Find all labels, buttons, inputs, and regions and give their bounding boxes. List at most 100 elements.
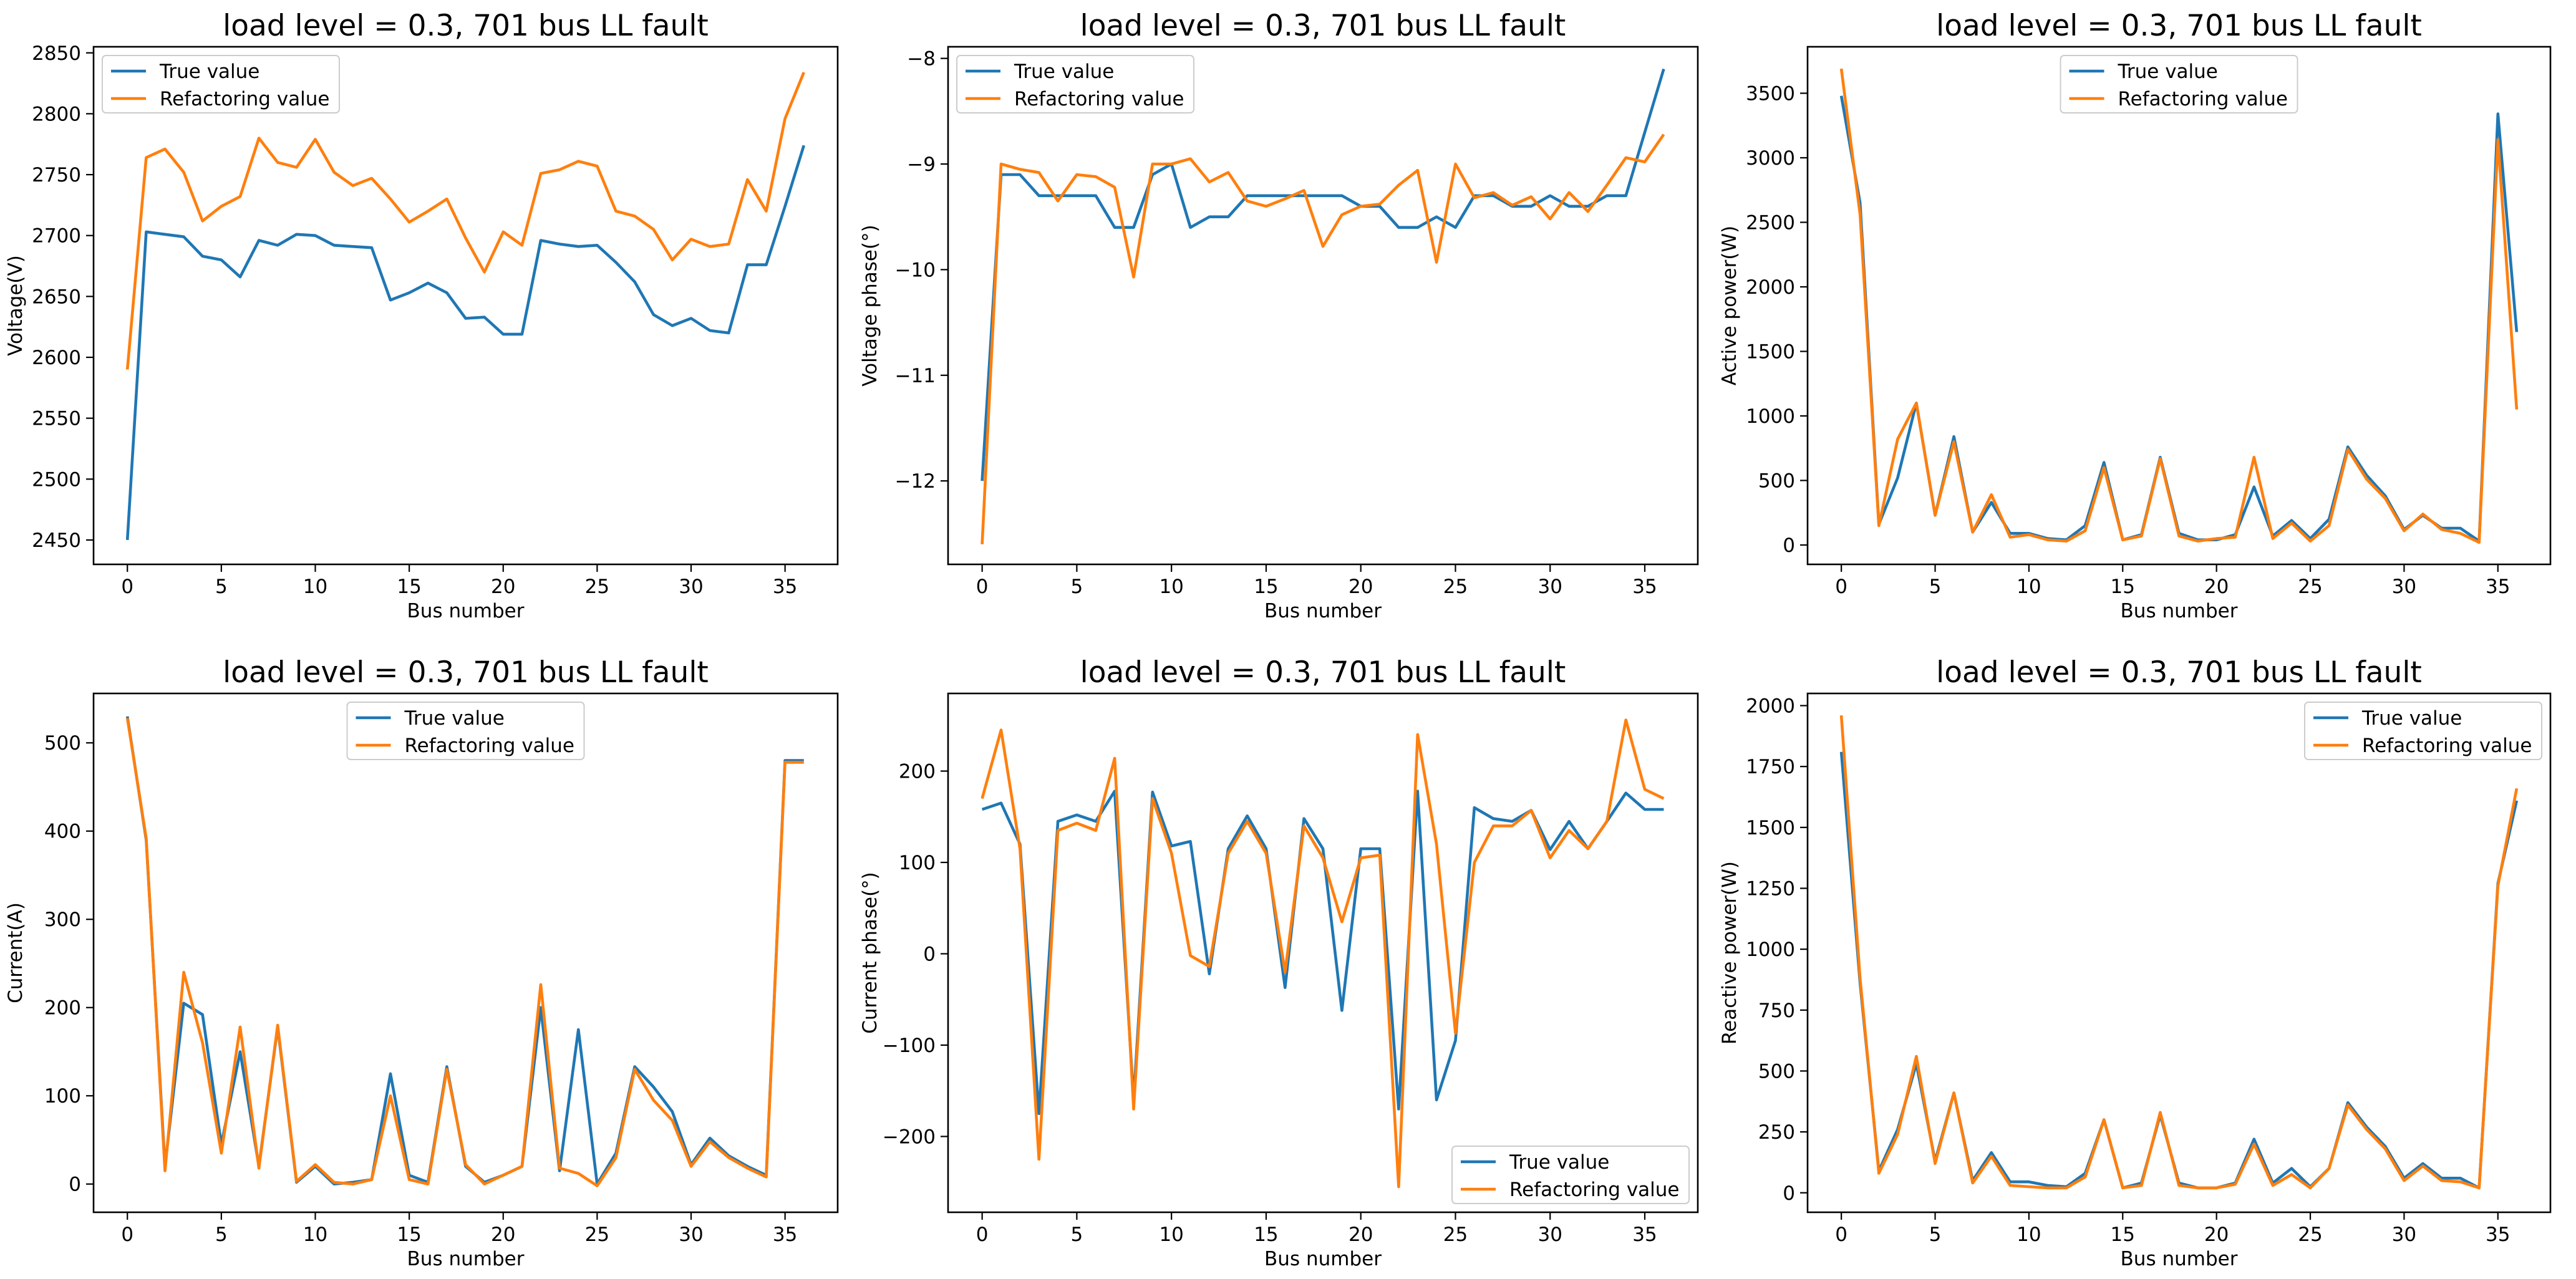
x-tick-label: 5 <box>1929 576 1942 598</box>
x-axis-label: Bus number <box>1264 1248 1382 1270</box>
x-tick-label: 20 <box>491 1223 515 1246</box>
y-tick-label: 750 <box>1758 1000 1795 1022</box>
x-tick-label: 35 <box>1632 1223 1657 1246</box>
x-tick-label: 35 <box>2486 1223 2510 1246</box>
y-tick-label: 300 <box>44 909 81 931</box>
y-tick-label: −12 <box>895 470 936 493</box>
y-axis-label: Current(A) <box>4 902 27 1003</box>
axes-frame <box>1806 692 2552 1214</box>
legend-box <box>2060 55 2298 113</box>
y-tick-label: 3500 <box>1746 83 1795 105</box>
y-tick-label: 2000 <box>1746 695 1795 718</box>
legend: True value Refactoring value <box>2304 702 2542 760</box>
x-tick-label: 25 <box>585 576 609 598</box>
x-tick-label: 20 <box>2204 1223 2229 1246</box>
y-tick-label: 2450 <box>32 529 81 552</box>
x-tick-label: 30 <box>679 576 703 598</box>
y-tick-label: −9 <box>907 153 936 176</box>
x-tick-label: 15 <box>1254 576 1278 598</box>
x-tick-label: 5 <box>1071 1223 1083 1246</box>
x-tick-label: 30 <box>2392 576 2416 598</box>
x-tick-label: 10 <box>2017 576 2041 598</box>
y-tick-label: 2500 <box>1746 211 1795 234</box>
x-tick-label: 0 <box>976 1223 989 1246</box>
y-tick-label: 500 <box>1758 470 1795 492</box>
legend-label: Refactoring value <box>405 735 575 757</box>
y-axis-label: Voltage(V) <box>4 255 27 356</box>
x-tick-label: 0 <box>1835 1223 1847 1246</box>
legend-label: True value <box>2361 707 2462 730</box>
y-tick-label: 1000 <box>1746 939 1795 961</box>
legend-label: Refactoring value <box>2362 735 2532 757</box>
legend-box <box>2304 702 2542 760</box>
x-tick-label: 30 <box>1538 1223 1562 1246</box>
legend: True value Refactoring value <box>102 55 340 113</box>
x-tick-label: 10 <box>2017 1223 2041 1246</box>
x-tick-label: 5 <box>1929 1223 1942 1246</box>
legend: True value Refactoring value <box>346 702 585 760</box>
x-tick-label: 15 <box>2111 1223 2135 1246</box>
legend-label: True value <box>159 60 259 83</box>
chart-title: load level = 0.3, 701 bus LL fault <box>1080 655 1566 690</box>
legend-label: True value <box>1014 60 1114 83</box>
chart-title: load level = 0.3, 701 bus LL fault <box>223 9 709 43</box>
x-tick-label: 30 <box>679 1223 703 1246</box>
legend: True value Refactoring value <box>1451 1146 1690 1204</box>
series-line-true-value <box>125 145 805 541</box>
y-tick-label: −8 <box>907 48 936 70</box>
series-line-refactoring-value <box>981 718 1665 1189</box>
legend-label: Refactoring value <box>1014 88 1184 110</box>
y-tick-label: 0 <box>69 1174 81 1196</box>
x-tick-label: 0 <box>121 576 133 598</box>
x-axis-label: Bus number <box>407 600 525 622</box>
y-tick-label: −100 <box>883 1035 936 1057</box>
x-tick-label: 35 <box>2486 576 2510 598</box>
chart-title: load level = 0.3, 701 bus LL fault <box>223 655 709 690</box>
series-line-refactoring-value <box>125 718 804 1187</box>
x-axis-label: Bus number <box>407 1248 525 1270</box>
x-tick-label: 30 <box>1538 576 1562 598</box>
y-tick-label: 1250 <box>1746 877 1795 900</box>
y-tick-label: 200 <box>44 997 81 1020</box>
x-tick-label: 10 <box>303 576 327 598</box>
subplot-5: load level = 0.3, 701 bus LL fault 0 5 10 15… <box>859 655 1699 1270</box>
x-tick-label: 35 <box>773 576 797 598</box>
series-line-refactoring-value <box>1839 715 2519 1190</box>
y-tick-label: 1500 <box>1746 340 1795 363</box>
y-tick-label: 2800 <box>32 103 81 125</box>
y-axis-label: Active power(W) <box>1718 226 1741 385</box>
series-line-refactoring-value <box>125 72 805 370</box>
x-axis-label: Bus number <box>2121 1248 2238 1270</box>
chart-title: load level = 0.3, 701 bus LL fault <box>1080 9 1566 43</box>
legend-label: Refactoring value <box>160 88 330 110</box>
x-tick-label: 25 <box>2298 576 2322 598</box>
axes-frame <box>947 692 1699 1214</box>
y-tick-label: 200 <box>899 761 936 783</box>
legend-label: Refactoring value <box>1509 1179 1680 1201</box>
x-tick-label: 20 <box>1349 576 1373 598</box>
x-tick-label: 0 <box>121 1223 133 1246</box>
y-tick-label: 500 <box>44 732 81 755</box>
y-tick-label: 2600 <box>32 347 81 369</box>
x-tick-label: 25 <box>1443 1223 1468 1246</box>
legend: True value Refactoring value <box>2060 55 2298 113</box>
y-tick-label: −200 <box>883 1126 936 1148</box>
y-axis-label: Current phase(°) <box>859 872 881 1034</box>
y-axis-label: Reactive power(W) <box>1718 861 1741 1045</box>
y-tick-label: 3000 <box>1746 147 1795 170</box>
series-line-refactoring-value <box>981 133 1665 544</box>
y-tick-label: 2700 <box>32 225 81 248</box>
x-tick-label: 15 <box>397 576 421 598</box>
y-tick-label: 400 <box>44 821 81 843</box>
axes-frame <box>92 46 839 566</box>
y-tick-label: 1000 <box>1746 405 1795 428</box>
legend-label: True value <box>2118 60 2218 83</box>
y-tick-label: 1500 <box>1746 817 1795 839</box>
y-tick-label: 2550 <box>32 408 81 430</box>
x-tick-label: 0 <box>976 576 989 598</box>
y-tick-label: 2850 <box>32 42 81 65</box>
y-tick-label: 1750 <box>1746 756 1795 778</box>
series-line-refactoring-value <box>1839 68 2519 544</box>
y-tick-label: −11 <box>895 365 936 387</box>
legend-box <box>1451 1146 1690 1204</box>
